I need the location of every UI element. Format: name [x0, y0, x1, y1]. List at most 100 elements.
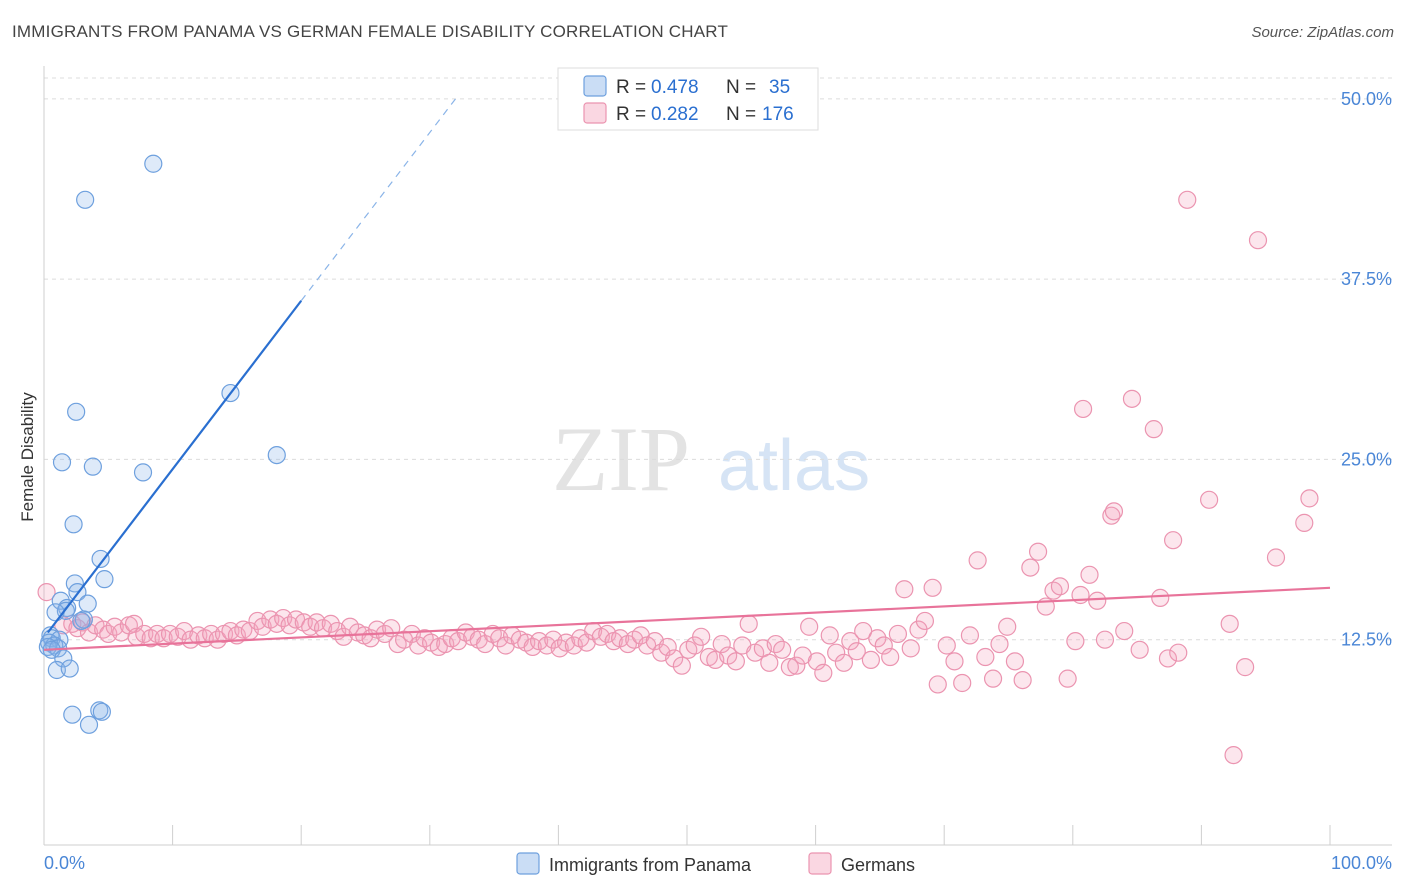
panama-point	[64, 515, 83, 534]
panama-point	[92, 702, 111, 721]
germans-point	[1200, 490, 1219, 509]
germans-point	[814, 663, 833, 682]
germans-point	[1151, 588, 1170, 607]
germans-point	[787, 656, 806, 675]
panama-point	[52, 453, 72, 472]
y-tick-label: 25.0%	[1341, 449, 1392, 469]
germans-point	[861, 650, 880, 670]
germans-point	[841, 632, 860, 651]
panama-stats-swatch	[583, 75, 607, 97]
germans-point	[1300, 489, 1319, 508]
germans-point	[1266, 548, 1286, 567]
germans-point	[1169, 643, 1188, 662]
germans-n-value: 176	[762, 104, 794, 125]
panama-point	[72, 611, 91, 631]
panama-point	[78, 594, 97, 613]
watermark-atlas: atlas	[718, 426, 870, 506]
source-credit: Source: ZipAtlas.com	[1251, 24, 1394, 41]
germans-point	[1122, 389, 1142, 408]
trend-lines	[43, 98, 1331, 651]
germans-point	[692, 627, 711, 646]
germans-point	[976, 647, 995, 667]
germans-point	[760, 653, 779, 672]
germans-point	[868, 629, 887, 648]
germans-point	[780, 658, 799, 677]
germans-point	[1021, 558, 1040, 577]
y-tick-label: 37.5%	[1341, 269, 1392, 289]
germans-point	[915, 611, 935, 631]
germans-point	[234, 620, 253, 639]
panama-n-label: N =	[726, 77, 756, 98]
panama-point	[67, 402, 86, 421]
germans-point	[820, 626, 839, 645]
panama-r-value: 0.478	[651, 77, 699, 98]
panama-r-label: R =	[616, 77, 646, 98]
legend-label-germans: Germans	[841, 855, 915, 875]
germans-point	[1028, 542, 1048, 561]
panama-n-value: 35	[769, 77, 790, 98]
germans-point	[37, 583, 56, 602]
stats-legend-box	[557, 67, 819, 131]
germans-point	[253, 617, 272, 636]
germans-point	[854, 621, 873, 641]
panama-point	[60, 659, 79, 678]
germans-point	[672, 656, 691, 675]
germans-point	[923, 578, 942, 597]
germans-point	[773, 640, 792, 659]
y-tick-label: 50.0%	[1341, 89, 1392, 109]
germans-point	[874, 636, 893, 655]
germans-r-value: 0.282	[651, 104, 699, 125]
germans-point	[1115, 621, 1134, 641]
germans-point	[827, 643, 846, 662]
stats-legend: R = 0.478 N = 35 R = 0.282 N = 176	[557, 67, 819, 131]
germans-point	[1073, 399, 1093, 419]
y-tick-label: 12.5%	[1341, 630, 1392, 650]
series-legend: Immigrants from Panama Germans	[516, 852, 915, 875]
legend-swatch-germans	[808, 852, 832, 875]
germans-n-label: N =	[726, 104, 756, 125]
panama-point	[91, 549, 110, 569]
germans-point	[726, 652, 745, 671]
germans-point	[1080, 565, 1099, 584]
germans-point	[1095, 630, 1115, 649]
germans-point	[665, 649, 684, 668]
germans-point	[937, 636, 956, 655]
germans-point	[800, 617, 819, 636]
germans-trend-line	[43, 586, 1331, 651]
germans-point	[1144, 420, 1163, 439]
germans-point	[881, 647, 900, 667]
germans-point	[1220, 614, 1239, 633]
germans-point	[960, 626, 980, 645]
y-axis-label: Female Disability	[18, 392, 37, 522]
germans-point	[1236, 658, 1255, 677]
germans-point	[1050, 577, 1070, 596]
panama-point	[144, 154, 163, 173]
germans-point	[321, 614, 340, 633]
x-tick-labels: 0.0% 100.0%	[44, 853, 1392, 873]
germans-stats-swatch	[583, 102, 607, 124]
germans-point	[834, 653, 853, 672]
panama-point	[83, 457, 102, 476]
germans-point	[928, 675, 947, 694]
x-tick-label-min: 0.0%	[44, 853, 85, 873]
germans-point	[1295, 513, 1314, 532]
panama-point	[51, 591, 70, 610]
panama-point	[76, 190, 95, 209]
germans-point	[945, 652, 964, 671]
germans-point	[658, 637, 677, 657]
germans-point	[1013, 670, 1032, 690]
legend-label-panama: Immigrants from Panama	[549, 855, 752, 875]
legend-swatch-panama	[516, 852, 540, 875]
germans-point	[983, 669, 1003, 688]
panama-trend-extension	[300, 98, 456, 302]
germans-point	[739, 614, 758, 633]
germans-point	[1130, 640, 1149, 659]
germans-point	[1058, 669, 1077, 688]
chart-title: IMMIGRANTS FROM PANAMA VS GERMAN FEMALE …	[12, 22, 729, 41]
germans-point	[1088, 591, 1107, 610]
germans-r-label: R =	[616, 104, 646, 125]
panama-point	[46, 603, 65, 622]
germans-point	[1224, 745, 1243, 765]
germans-point	[1178, 190, 1197, 209]
